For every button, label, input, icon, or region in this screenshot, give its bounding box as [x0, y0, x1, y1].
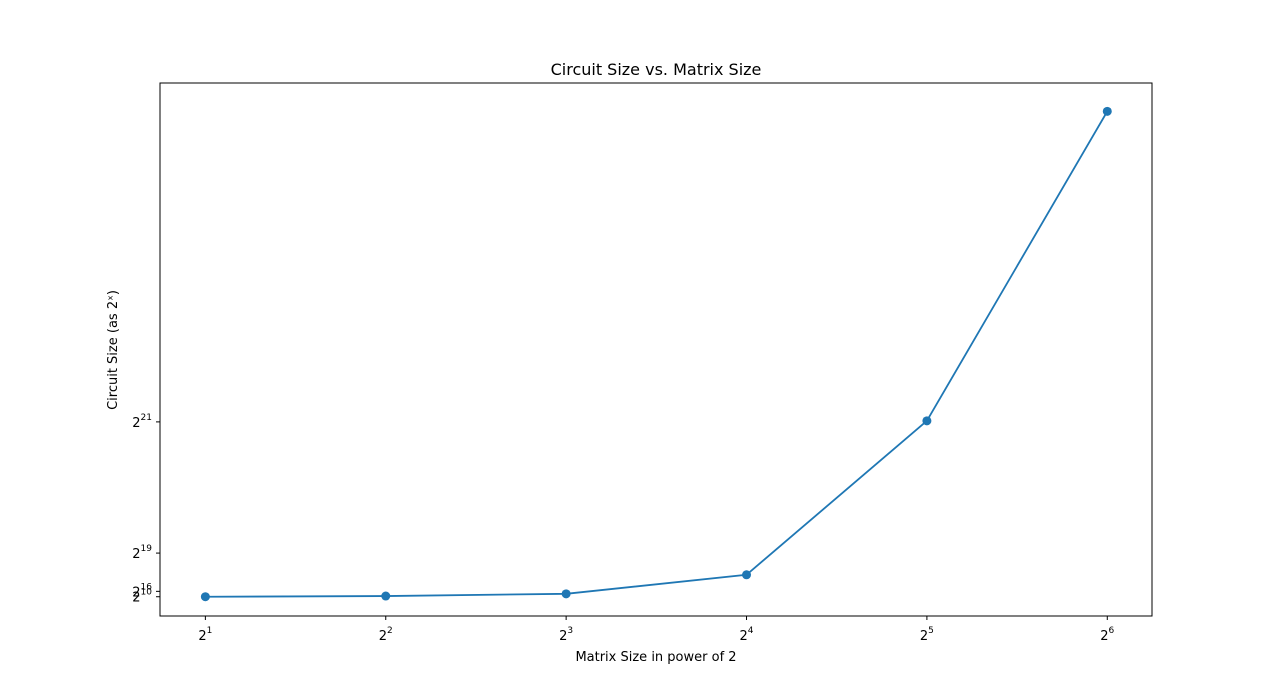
chart-title: Circuit Size vs. Matrix Size	[551, 60, 762, 79]
y-tick-label: 219	[132, 544, 152, 562]
data-point-1	[200, 592, 210, 602]
series-path	[205, 110, 1109, 598]
x-tick-base: 2	[920, 629, 928, 644]
y-tick-exponent: 10	[141, 588, 153, 598]
plot-frame	[159, 82, 1153, 617]
y-tick-base: 2	[132, 585, 140, 600]
y-tick-exponent: 19	[141, 544, 153, 554]
x-axis: 21 22 23 24 25 26	[198, 616, 1115, 644]
x-tick-exponent: 2	[387, 626, 393, 636]
x-tick-label: 26	[1100, 626, 1114, 644]
x-tick-exponent: 6	[1109, 626, 1115, 636]
series-line	[200, 106, 1112, 602]
y-tick-base: 2	[132, 547, 140, 562]
x-tick-exponent: 1	[207, 626, 213, 636]
data-point-5	[922, 416, 932, 426]
y-tick-label: 210	[132, 588, 152, 606]
x-tick-label: 21	[198, 626, 212, 644]
x-axis-label: Matrix Size in power of 2	[575, 650, 736, 665]
y-tick-label: 216	[132, 582, 152, 600]
data-point-2	[381, 591, 391, 601]
x-tick-base: 2	[198, 629, 206, 644]
x-tick-base: 2	[559, 629, 567, 644]
data-point-3	[561, 589, 571, 599]
data-point-6	[1102, 106, 1112, 116]
x-tick-label: 24	[740, 626, 754, 644]
x-tick-exponent: 4	[748, 626, 754, 636]
x-tick-label: 22	[379, 626, 393, 644]
y-tick-label: 221	[132, 413, 152, 431]
y-tick-exponent: 21	[141, 413, 152, 423]
x-tick-label: 25	[920, 626, 934, 644]
y-tick-base: 2	[132, 416, 140, 431]
x-tick-exponent: 5	[928, 626, 934, 636]
x-tick-exponent: 3	[567, 626, 573, 636]
x-tick-base: 2	[740, 629, 748, 644]
data-point-4	[742, 570, 752, 580]
y-axis-label: Circuit Size (as 2ˣ)	[106, 290, 121, 410]
x-tick-label: 23	[559, 626, 573, 644]
x-tick-base: 2	[1100, 629, 1108, 644]
y-tick-exponent: 16	[141, 582, 153, 592]
x-tick-base: 2	[379, 629, 387, 644]
y-tick-base: 2	[132, 591, 140, 606]
